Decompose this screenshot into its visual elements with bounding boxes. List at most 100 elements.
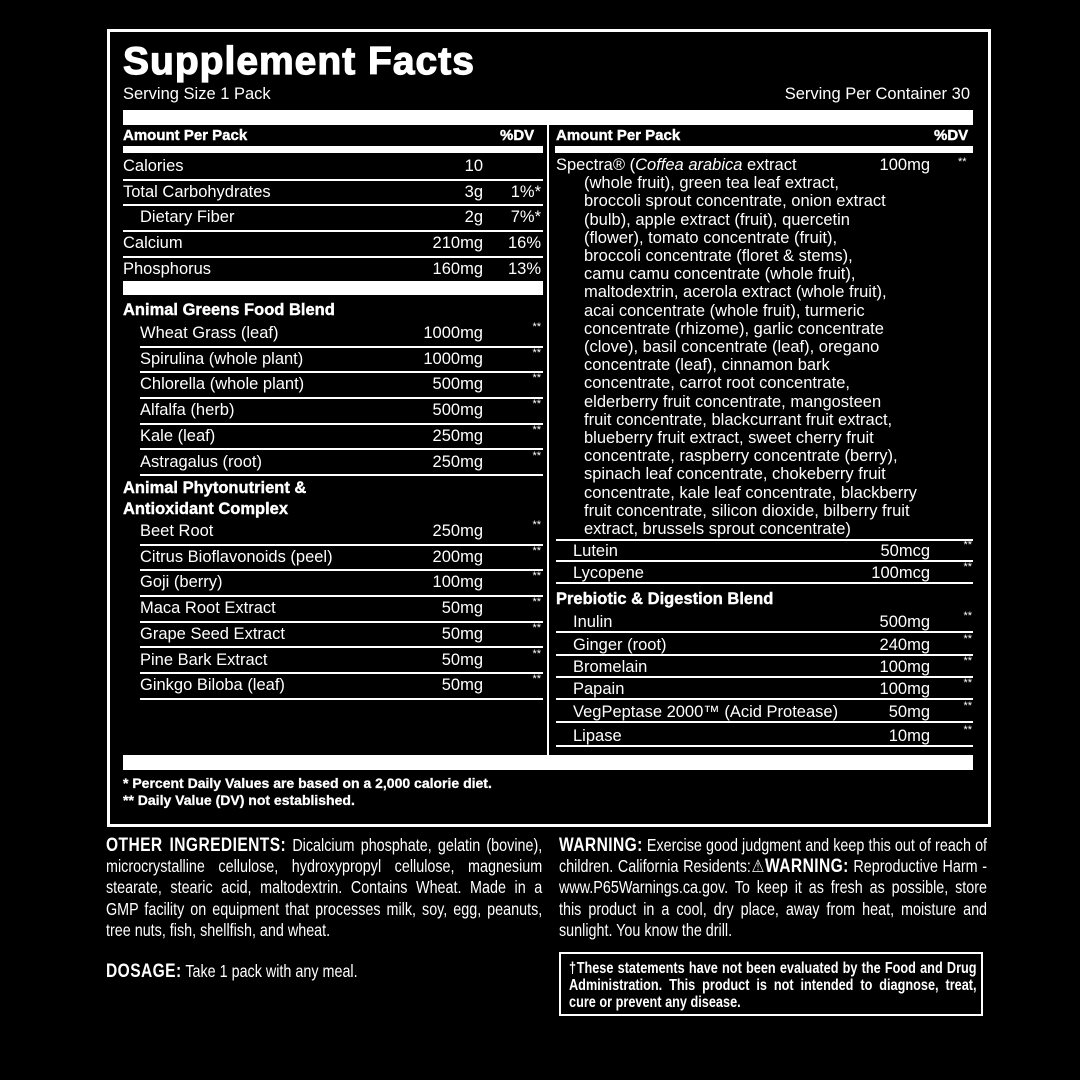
right-dv-header: %DV (934, 127, 969, 144)
spectra-ingredient-line: concentrate (rhizome), garlic concentrat… (584, 319, 884, 338)
nutrient-row: Alfalfa (herb) 500mg ** (140, 398, 543, 425)
spectra-ingredient-line: camu camu concentrate (whole fruit), (584, 265, 856, 284)
nutrient-dv: ** (532, 621, 541, 634)
nutrient-row: Total Carbohydrates 3g 1%* (123, 181, 543, 207)
nutrient-dv: ** (532, 570, 541, 583)
spectra-ingredient-line: acai concentrate (whole fruit), turmeric (584, 301, 865, 320)
nutrient-dv: ** (532, 544, 541, 557)
left-amount-header: Amount Per Pack (123, 127, 248, 144)
nutrient-row: Lutein 50mcg ** (556, 539, 973, 562)
spectra-dv: ** (958, 156, 967, 168)
nutrient-amount: 100mg (879, 658, 930, 676)
nutrient-amount: 100mg (879, 680, 930, 698)
left-dv-header: %DV (500, 127, 535, 144)
nutrient-dv: ** (963, 633, 972, 645)
nutrient-dv: 7%* (510, 208, 541, 227)
nutrient-amount: 200mg (432, 547, 483, 566)
serving-size: Serving Size 1 Pack (123, 85, 271, 103)
nutrient-amount: 100mcg (871, 564, 930, 582)
column-divider (547, 125, 549, 755)
nutrient-dv: ** (963, 539, 972, 551)
nutrient-row: Dietary Fiber 2g 7%* (123, 206, 543, 233)
footnote-dv: * Percent Daily Values are based on a 2,… (123, 775, 492, 791)
nutrient-row: Ginkgo Biloba (leaf) 50mg ** (140, 673, 543, 700)
warning-text-2: Reproductive Harm - www.P65Warnings.ca.g… (559, 856, 988, 940)
nutrient-row: Ginger (root) 240mg ** (556, 633, 973, 656)
spectra-ingredient-line: fruit concentrate, silicon dioxide, bilb… (584, 501, 910, 520)
nutrient-row: VegPeptase 2000™ (Acid Protease) 50mg ** (556, 700, 973, 723)
nutrient-row: Spirulina (whole plant) 1000mg ** (140, 346, 543, 374)
nutrient-row: Calcium 210mg 16% (123, 232, 543, 258)
divider-bar (123, 146, 543, 153)
nutrient-row: Kale (leaf) 250mg ** (140, 423, 543, 451)
nutrient-row: Goji (berry) 100mg ** (140, 570, 543, 598)
nutrient-row: Chlorella (whole plant) 500mg ** (140, 372, 543, 400)
spectra-ingredient-line: extract, brussels sprout concentrate) (584, 520, 851, 539)
nutrient-row: Bromelain 100mg ** (556, 655, 973, 678)
nutrient-dv: ** (963, 700, 972, 712)
divider-line (556, 539, 973, 541)
spectra-ingredient-line: (bulb), apple extract (fruit), quercetin (584, 210, 850, 229)
nutrient-amount: 50mg (441, 599, 483, 618)
nutrient-amount: 50mcg (880, 542, 930, 560)
nutrient-amount: 3g (464, 182, 483, 201)
nutrient-name: Total Carbohydrates (123, 182, 271, 201)
nutrient-amount: 250mg (432, 426, 483, 445)
nutrient-dv: ** (963, 655, 972, 667)
footnote-not-established: ** Daily Value (DV) not established. (123, 792, 355, 808)
nutrient-name: Kale (leaf) (140, 426, 216, 445)
fda-disclaimer-box: †These statements have not been evaluate… (559, 952, 983, 1016)
spectra-ingredient-line: concentrate, carrot root concentrate, (584, 374, 850, 393)
nutrient-name: Chlorella (whole plant) (140, 375, 305, 394)
nutrient-dv: ** (532, 647, 541, 660)
nutrient-amount: 1000mg (423, 349, 483, 368)
nutrient-dv: ** (532, 346, 541, 359)
nutrient-amount: 100mg (432, 573, 483, 592)
spectra-ingredient-line: elderberry fruit concentrate, mangosteen (584, 392, 882, 411)
nutrient-name: Maca Root Extract (140, 599, 276, 618)
nutrient-row: Papain 100mg ** (556, 677, 973, 700)
spectra-ingredient: Spectra® (Coffea arabica extract 100mg *… (556, 156, 976, 538)
nutrient-dv: 16% (507, 234, 541, 253)
nutrient-amount: 50mg (441, 650, 483, 669)
warning: WARNING: Exercise good judgment and keep… (559, 835, 987, 941)
nutrient-amount: 500mg (432, 375, 483, 394)
nutrient-row: Calories 10 (123, 155, 543, 181)
nutrient-name: Phosphorus (123, 259, 212, 278)
nutrient-dv: ** (963, 610, 972, 622)
spectra-amount: 100mg (879, 156, 930, 174)
nutrient-row: Lycopene 100mcg ** (556, 561, 973, 584)
dosage-text: Take 1 pack with any meal. (181, 961, 358, 981)
right-amount-header: Amount Per Pack (556, 127, 681, 144)
nutrient-row: Phosphorus 160mg 13% (123, 258, 543, 284)
nutrient-amount: 240mg (879, 636, 930, 654)
spectra-ingredient-line: broccoli concentrate (floret & stems), (584, 247, 853, 266)
nutrient-amount: 2g (464, 208, 483, 227)
nutrient-name: Lutein (573, 542, 618, 560)
nutrient-amount: 10 (464, 157, 483, 175)
nutrient-name: Pine Bark Extract (140, 650, 268, 669)
spectra-first-line: extract (742, 156, 797, 174)
nutrient-name: Citrus Bioflavonoids (peel) (140, 547, 333, 566)
nutrient-name: Lipase (573, 727, 622, 745)
nutrient-row: Inulin 500mg ** (556, 610, 973, 633)
nutrient-dv: ** (532, 423, 541, 436)
nutrient-dv: ** (532, 596, 541, 609)
nutrient-amount: 10mg (888, 727, 930, 745)
nutrient-amount: 500mg (879, 613, 930, 631)
warning-label-2: WARNING: (764, 856, 849, 878)
spectra-italic: Coffea arabica (635, 156, 743, 174)
spectra-ingredient-line: concentrate, raspberry concentrate (berr… (584, 447, 898, 466)
nutrient-name: Astragalus (root) (140, 452, 262, 471)
fda-disclaimer: †These statements have not been evaluate… (569, 960, 977, 1011)
other-ingredients-text: Dicalcium phosphate, gelatin (bovine), m… (106, 835, 543, 940)
paren: ( (625, 156, 636, 174)
nutrient-row: Citrus Bioflavonoids (peel) 200mg ** (140, 544, 543, 572)
spectra-ingredient-line: blueberry fruit extract, sweet cherry fr… (584, 429, 874, 448)
nutrient-row: Beet Root 250mg ** (140, 519, 543, 546)
nutrient-row: Wheat Grass (leaf) 1000mg ** (140, 321, 543, 348)
nutrient-name: Alfalfa (herb) (140, 401, 235, 420)
nutrient-name: Beet Root (140, 522, 214, 540)
spectra-ingredient-line: spinach leaf concentrate, chokeberry fru… (584, 465, 886, 484)
panel-title: Supplement Facts (122, 39, 475, 83)
